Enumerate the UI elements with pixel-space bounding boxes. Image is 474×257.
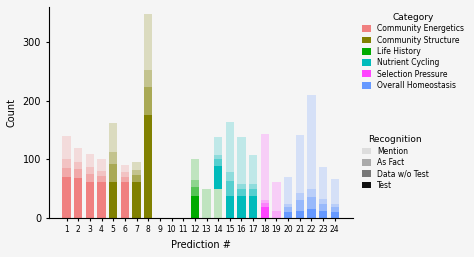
Bar: [214, 159, 222, 166]
Bar: [109, 152, 117, 164]
Bar: [261, 203, 269, 207]
Bar: [109, 123, 117, 152]
Bar: [249, 155, 257, 184]
Bar: [273, 211, 281, 218]
Bar: [63, 177, 71, 218]
Bar: [319, 167, 327, 199]
Bar: [121, 165, 129, 172]
Bar: [319, 199, 327, 204]
Bar: [144, 115, 152, 218]
Bar: [74, 178, 82, 218]
Bar: [284, 212, 292, 218]
Bar: [308, 189, 316, 197]
Bar: [98, 181, 106, 218]
Bar: [308, 197, 316, 209]
Bar: [121, 177, 129, 181]
Bar: [331, 179, 339, 204]
Bar: [237, 189, 246, 196]
Bar: [319, 211, 327, 218]
Bar: [86, 154, 94, 167]
Bar: [284, 177, 292, 204]
Bar: [63, 168, 71, 177]
Bar: [214, 189, 222, 218]
Bar: [261, 207, 269, 218]
Bar: [226, 181, 234, 196]
Legend: Mention, As Fact, Data w/o Test, Test: Mention, As Fact, Data w/o Test, Test: [360, 133, 431, 192]
Bar: [109, 181, 117, 218]
Bar: [144, 87, 152, 115]
Bar: [296, 135, 304, 193]
Bar: [98, 159, 106, 171]
Y-axis label: Count: Count: [7, 98, 17, 127]
Bar: [74, 162, 82, 169]
Bar: [331, 204, 339, 207]
Bar: [226, 122, 234, 172]
Bar: [121, 181, 129, 218]
Bar: [191, 187, 199, 196]
Bar: [132, 170, 141, 175]
Bar: [331, 207, 339, 212]
Bar: [191, 180, 199, 187]
Bar: [296, 211, 304, 218]
Bar: [86, 181, 94, 218]
Bar: [249, 184, 257, 189]
Bar: [98, 176, 106, 181]
Bar: [226, 196, 234, 218]
Bar: [74, 169, 82, 178]
Bar: [98, 171, 106, 176]
Bar: [261, 200, 269, 203]
Bar: [63, 136, 71, 159]
Bar: [144, 70, 152, 87]
Bar: [63, 159, 71, 168]
Bar: [191, 196, 199, 218]
Bar: [214, 166, 222, 189]
Bar: [237, 184, 246, 189]
Bar: [214, 155, 222, 159]
Bar: [74, 148, 82, 162]
Bar: [284, 207, 292, 212]
X-axis label: Prediction #: Prediction #: [171, 240, 231, 250]
Bar: [202, 189, 210, 218]
Bar: [331, 212, 339, 218]
Bar: [249, 196, 257, 218]
Bar: [319, 204, 327, 211]
Bar: [284, 204, 292, 207]
Bar: [308, 209, 316, 218]
Bar: [86, 174, 94, 181]
Bar: [191, 159, 199, 180]
Bar: [296, 200, 304, 211]
Bar: [237, 196, 246, 218]
Bar: [132, 175, 141, 181]
Bar: [132, 162, 141, 170]
Bar: [296, 193, 304, 200]
Bar: [121, 172, 129, 177]
Bar: [226, 172, 234, 181]
Bar: [237, 137, 246, 184]
Bar: [273, 181, 281, 211]
Bar: [144, 14, 152, 70]
Bar: [308, 95, 316, 189]
Bar: [132, 181, 141, 218]
Bar: [261, 134, 269, 200]
Bar: [214, 137, 222, 155]
Bar: [109, 164, 117, 181]
Bar: [249, 189, 257, 196]
Bar: [86, 167, 94, 174]
